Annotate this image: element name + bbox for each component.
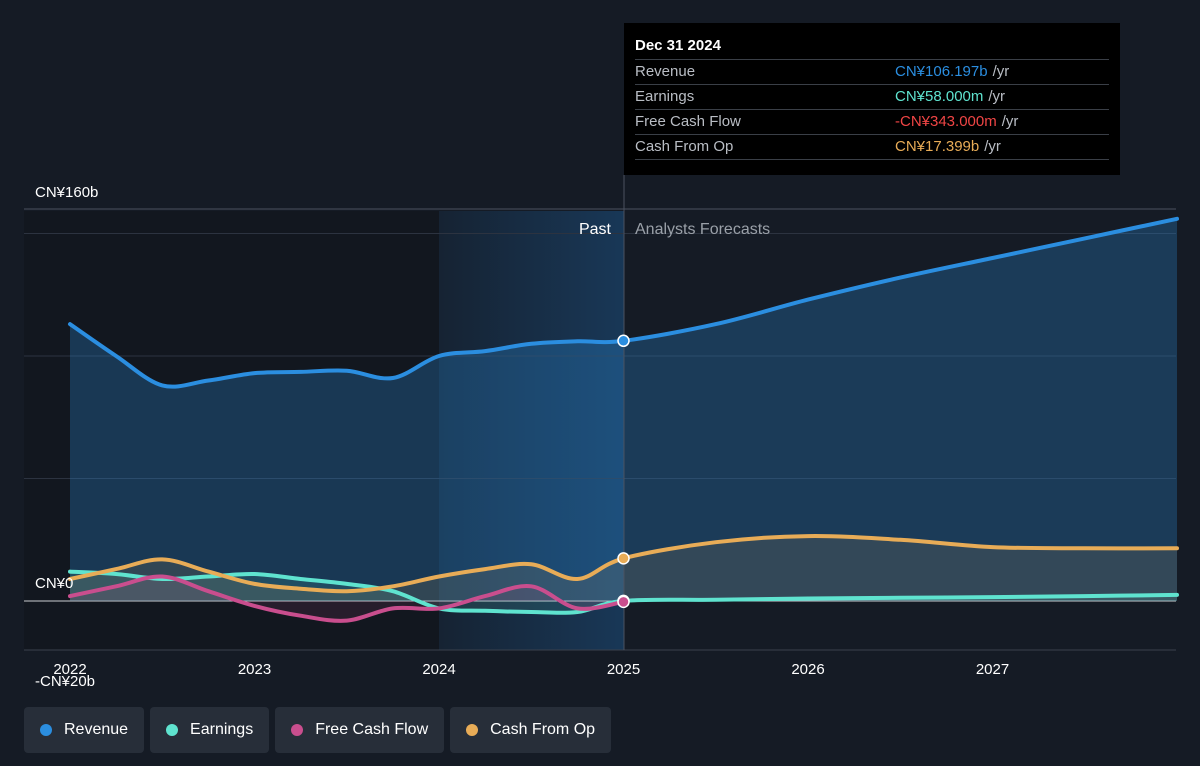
tooltip-row-earnings: Earnings CN¥58.000m /yr [635,84,1109,109]
legend-label: Revenue [64,721,129,738]
series-lines [68,216,1179,623]
tooltip-date: Dec 31 2024 [635,37,721,54]
legend-item-cash-from-op[interactable]: Cash From Op [450,707,612,753]
past-region-highlight [439,211,624,650]
earnings-dot-icon [166,724,179,736]
free-cash-flow-area [70,576,624,621]
tooltip-label: Revenue [635,63,696,80]
tooltip-unit: /yr [988,88,1006,105]
legend-item-free-cash-flow[interactable]: Free Cash Flow [275,707,445,753]
tooltip: Dec 31 2024 Revenue CN¥106.197b /yr Earn… [624,23,1120,175]
tooltip-label: Free Cash Flow [635,113,741,130]
cash-from-op-marker [617,552,630,565]
gridlines [24,208,1176,651]
tooltip-unit: /yr [992,63,1010,80]
tooltip-unit: /yr [984,138,1001,155]
tooltip-row-revenue: Revenue CN¥106.197b /yr [635,59,1109,84]
tooltip-row-free-cash-flow: Free Cash Flow -CN¥343.000m /yr [635,109,1109,134]
tooltip-value: CN¥17.399b [895,138,980,155]
legend-label: Earnings [190,721,254,738]
legend: Revenue Earnings Free Cash Flow Cash Fro… [24,707,612,753]
tooltip-value: CN¥106.197b [895,63,988,80]
legend-label: Cash From Op [490,721,596,738]
earnings-area [70,571,1177,613]
legend-label: Free Cash Flow [315,721,429,738]
forecast-label: Analysts Forecasts [635,221,770,238]
y-tick-label: CN¥0 [35,575,73,592]
earnings-line [68,569,1179,615]
tooltip-unit: /yr [1001,113,1019,130]
y-tick-label: -CN¥20b [35,673,95,690]
tooltip-markers [617,334,630,609]
revenue-line [68,216,1179,389]
cash-from-op-line [68,534,1179,594]
cash-from-op-dot-icon [466,724,479,736]
tooltip-row-cash-from-op: Cash From Op CN¥17.399b /yr [635,134,1109,160]
x-tick-label: 2027 [976,661,1009,678]
tooltip-value: CN¥58.000m [895,88,984,105]
x-tick-label: 2023 [238,661,271,678]
y-axis-labels: CN¥160b CN¥0 -CN¥20b [35,184,98,690]
x-tick-label: 2026 [791,661,824,678]
x-axis-labels: 2022 2023 2024 2025 2026 2027 [53,661,1009,678]
tooltip-value: -CN¥343.000m [895,113,997,130]
y-tick-label: CN¥160b [35,184,98,201]
past-label: Past [579,221,612,238]
free-cash-flow-line [68,574,626,623]
tooltip-label: Earnings [635,88,695,105]
tooltip-label: Cash From Op [635,138,734,155]
free-cash-flow-marker [617,595,630,609]
revenue-marker [617,334,630,348]
x-tick-label: 2022 [53,661,86,678]
legend-item-earnings[interactable]: Earnings [150,707,270,753]
x-tick-label: 2025 [607,661,640,678]
x-tick-label: 2024 [422,661,455,678]
revenue-dot-icon [40,724,52,736]
legend-item-revenue[interactable]: Revenue [24,707,145,753]
free-cash-flow-dot-icon [291,724,304,736]
